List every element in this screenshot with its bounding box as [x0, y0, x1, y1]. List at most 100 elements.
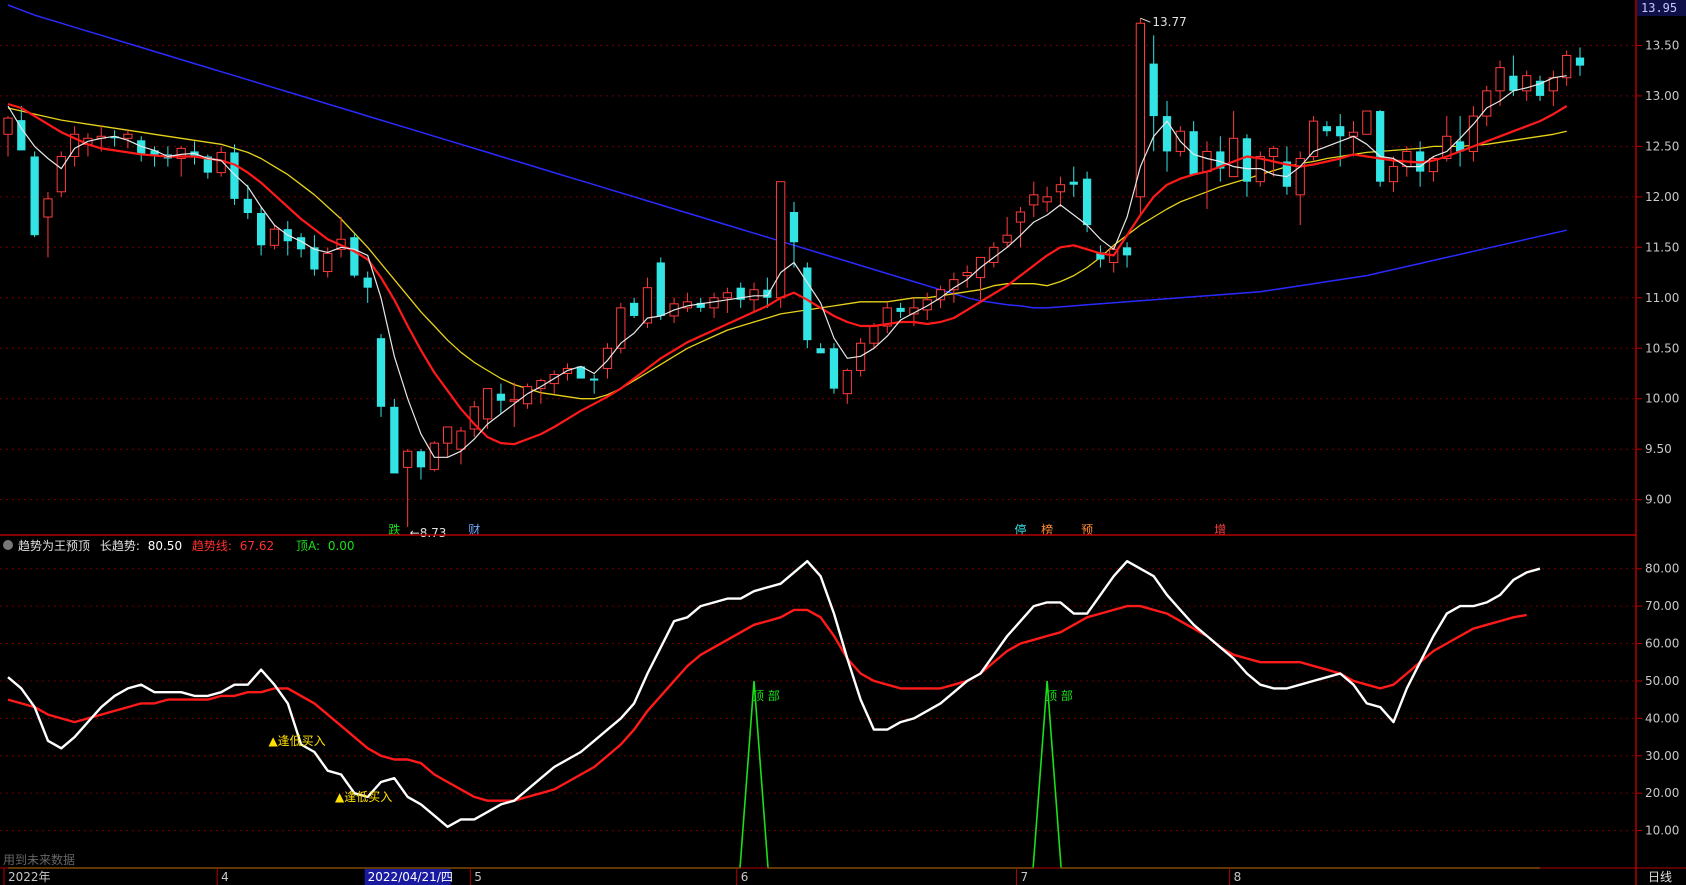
candle: [1096, 245, 1105, 268]
candle: [3, 116, 13, 157]
candle-body: [216, 151, 226, 174]
candle: [1575, 47, 1585, 76]
candle: [17, 105, 26, 151]
candle-body: [403, 450, 413, 468]
date-tick-label: 8: [1234, 870, 1242, 884]
long-trend-series: [7, 560, 1541, 828]
candle-body: [1336, 126, 1345, 137]
candle: [1322, 121, 1332, 137]
candle-body: [442, 426, 453, 444]
candle-body: [722, 292, 733, 299]
ma-xlong-line: [7, 4, 1567, 309]
event-marker: 跌: [388, 522, 400, 537]
candle: [442, 426, 453, 458]
candle-body: [3, 117, 13, 135]
period-label: 日线: [1648, 870, 1672, 884]
candle-body: [363, 277, 372, 288]
candle: [1522, 70, 1532, 101]
indicator-name: 趋势为王预顶: [18, 539, 90, 553]
candle: [1002, 217, 1012, 248]
low-price-label: ←8.73: [410, 526, 447, 540]
candle: [1282, 146, 1292, 195]
price-tick-label: 13.50: [1645, 38, 1679, 52]
last-price-badge: [1637, 0, 1686, 16]
trend-line-label: 趋势线:: [192, 539, 232, 553]
candle: [310, 235, 319, 276]
candle-body: [1295, 157, 1305, 196]
candle-body: [1029, 194, 1039, 206]
candle-body: [1282, 161, 1292, 187]
date-tick-label: 5: [474, 870, 482, 884]
top-value: 0.00: [328, 539, 355, 553]
candle: [1468, 105, 1479, 162]
candle-body: [310, 247, 319, 270]
candle: [630, 297, 639, 318]
svg-text:趋势为王预顶 长趋势: 80.50: 趋势为王预顶 长趋势: 80.50 趋势线: 67.62 顶A: 0.00: [18, 539, 355, 553]
price-panel[interactable]: 13.77 ←8.73 跌 财 停榜 预 增: [0, 4, 1636, 540]
collapse-icon[interactable]: [3, 540, 13, 550]
event-marker: 财: [468, 523, 480, 537]
candle: [1042, 186, 1052, 212]
candle-body: [1495, 67, 1505, 92]
indicator-tick-label: 60.00: [1645, 637, 1679, 651]
candle-body: [230, 152, 239, 199]
candle-body: [350, 237, 359, 276]
candle-body: [962, 272, 972, 277]
candle-body: [1122, 247, 1132, 256]
price-axis: 13.50 13.00 12.50 12.00 11.50 11.00 10.50 10.00…: [1636, 38, 1679, 507]
candle: [590, 374, 599, 394]
candle: [763, 277, 772, 308]
candle: [1228, 111, 1239, 178]
buy-signal-label: ▲逢低买入: [268, 734, 325, 748]
candle: [1535, 75, 1545, 101]
candle: [1376, 110, 1385, 187]
candle-body: [576, 366, 585, 379]
candle-body: [456, 430, 466, 450]
candle-body: [323, 252, 333, 273]
candle-body: [1482, 90, 1492, 117]
indicator-annotations: ▲逢低买入 ▲逢低买入 顶 部 顶 部: [268, 688, 1073, 804]
indicator-axis: 80.00 70.00 60.00 50.00 40.00 30.00 20.00 10.00: [1636, 562, 1679, 838]
candle: [1189, 121, 1198, 175]
price-tick-label: 10.00: [1645, 392, 1679, 406]
candle-body: [296, 237, 306, 250]
ma-long-series: [7, 107, 1567, 400]
candle-body: [1535, 80, 1545, 96]
candle-body: [30, 156, 39, 236]
candle-body: [1562, 55, 1572, 79]
candle: [456, 426, 466, 465]
candle: [829, 343, 839, 394]
trend-line-value: 67.62: [240, 539, 274, 553]
indicator-tick-label: 10.00: [1645, 824, 1679, 838]
top-signal-label: 顶 部: [752, 688, 780, 703]
candle-body: [137, 140, 146, 155]
event-marker: 增: [1214, 523, 1226, 537]
candle: [616, 302, 626, 354]
event-marker: 榜: [1041, 522, 1053, 537]
candle: [496, 383, 506, 414]
long-trend-label: 长趋势:: [100, 539, 140, 553]
candle-body: [736, 287, 745, 300]
candle: [376, 334, 386, 417]
price-tick-label: 10.50: [1645, 341, 1679, 355]
candle: [43, 191, 53, 258]
candle-body: [1268, 147, 1279, 157]
last-price-value: 13.95: [1641, 1, 1677, 15]
candle: [1015, 206, 1026, 248]
ma-mid-series: [7, 102, 1568, 446]
candle-body: [1228, 137, 1239, 178]
ma-long-line: [7, 107, 1567, 400]
candle: [403, 449, 413, 527]
candle-body: [602, 347, 613, 369]
candle-body: [256, 212, 266, 246]
candle-body: [630, 302, 639, 316]
candle: [1562, 50, 1572, 86]
indicator-tick-label: 70.00: [1645, 599, 1679, 613]
candle: [30, 151, 39, 238]
price-tick-label: 12.50: [1645, 139, 1679, 153]
candle-body: [1376, 111, 1385, 182]
candle-body: [1149, 63, 1158, 117]
candle-body: [1522, 75, 1532, 92]
candle-body: [390, 406, 399, 474]
